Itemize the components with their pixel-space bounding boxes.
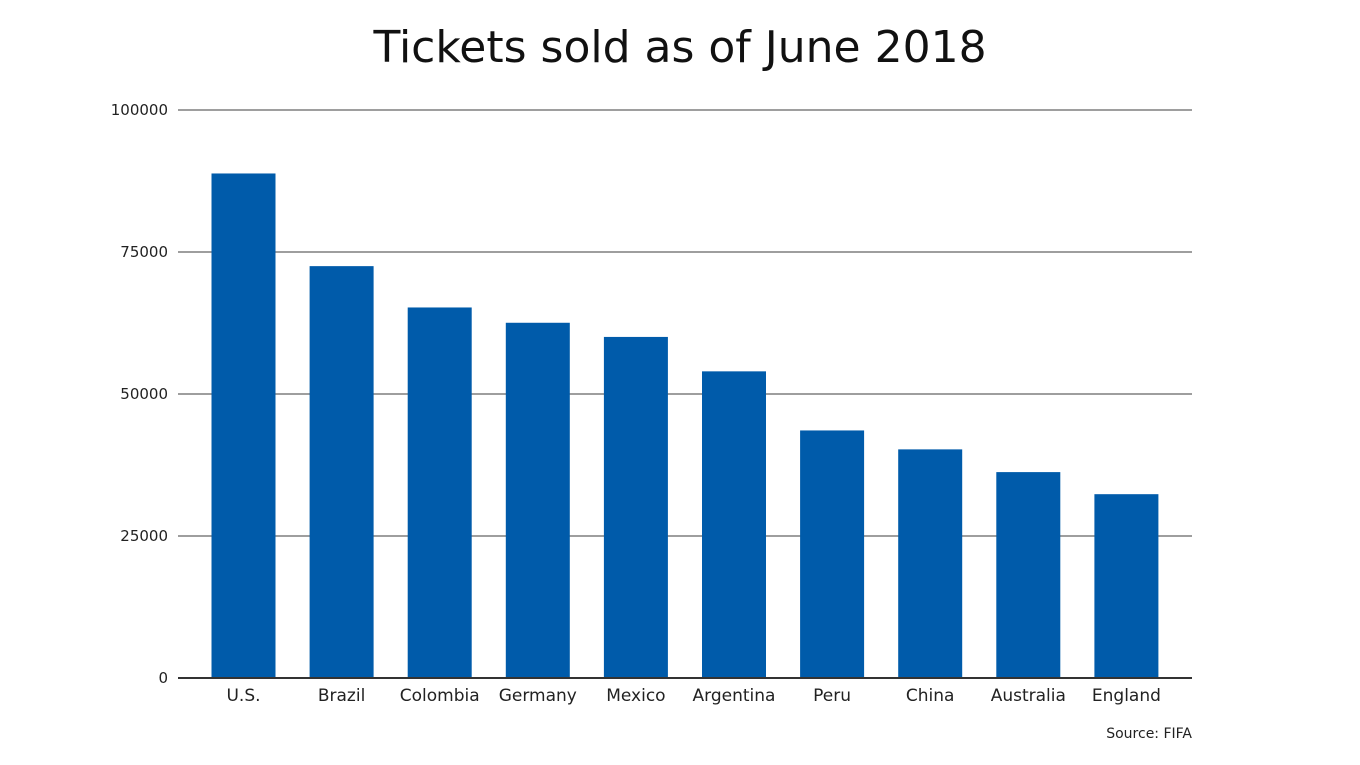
bar-peru <box>800 430 865 678</box>
x-category-label: Australia <box>991 686 1066 706</box>
x-category-label: Brazil <box>318 686 365 706</box>
y-tick-label: 100000 <box>111 101 168 119</box>
y-tick-label: 50000 <box>120 385 168 403</box>
x-category-label: Colombia <box>400 686 480 706</box>
x-category-label: U.S. <box>226 686 260 706</box>
bar-germany <box>505 322 570 678</box>
y-axis-tick-labels: 0 25000 50000 75000 100000 <box>111 101 168 687</box>
x-category-label: Mexico <box>606 686 665 706</box>
x-axis-category-labels: U.S. Brazil Colombia Germany Mexico Argentina… <box>226 686 1160 706</box>
y-tick-label: 0 <box>158 669 168 687</box>
bar-brazil <box>309 266 374 678</box>
x-category-label: China <box>906 686 955 706</box>
bar-australia <box>996 472 1061 678</box>
y-tick-label: 25000 <box>120 527 168 545</box>
chart-title: Tickets sold as of June 2018 <box>372 22 986 73</box>
bar-mexico <box>603 336 668 678</box>
x-category-label: Argentina <box>693 686 776 706</box>
bar-u-s <box>211 173 276 678</box>
x-category-label: Peru <box>813 686 851 706</box>
x-category-label: England <box>1092 686 1161 706</box>
bar-argentina <box>702 371 766 678</box>
bars <box>211 173 1159 678</box>
bar-england <box>1094 494 1159 678</box>
bar-china <box>898 449 963 678</box>
source-note: Source: FIFA <box>1106 726 1192 742</box>
y-tick-label: 75000 <box>120 243 168 261</box>
x-category-label: Germany <box>499 686 577 706</box>
bar-colombia <box>407 307 472 678</box>
